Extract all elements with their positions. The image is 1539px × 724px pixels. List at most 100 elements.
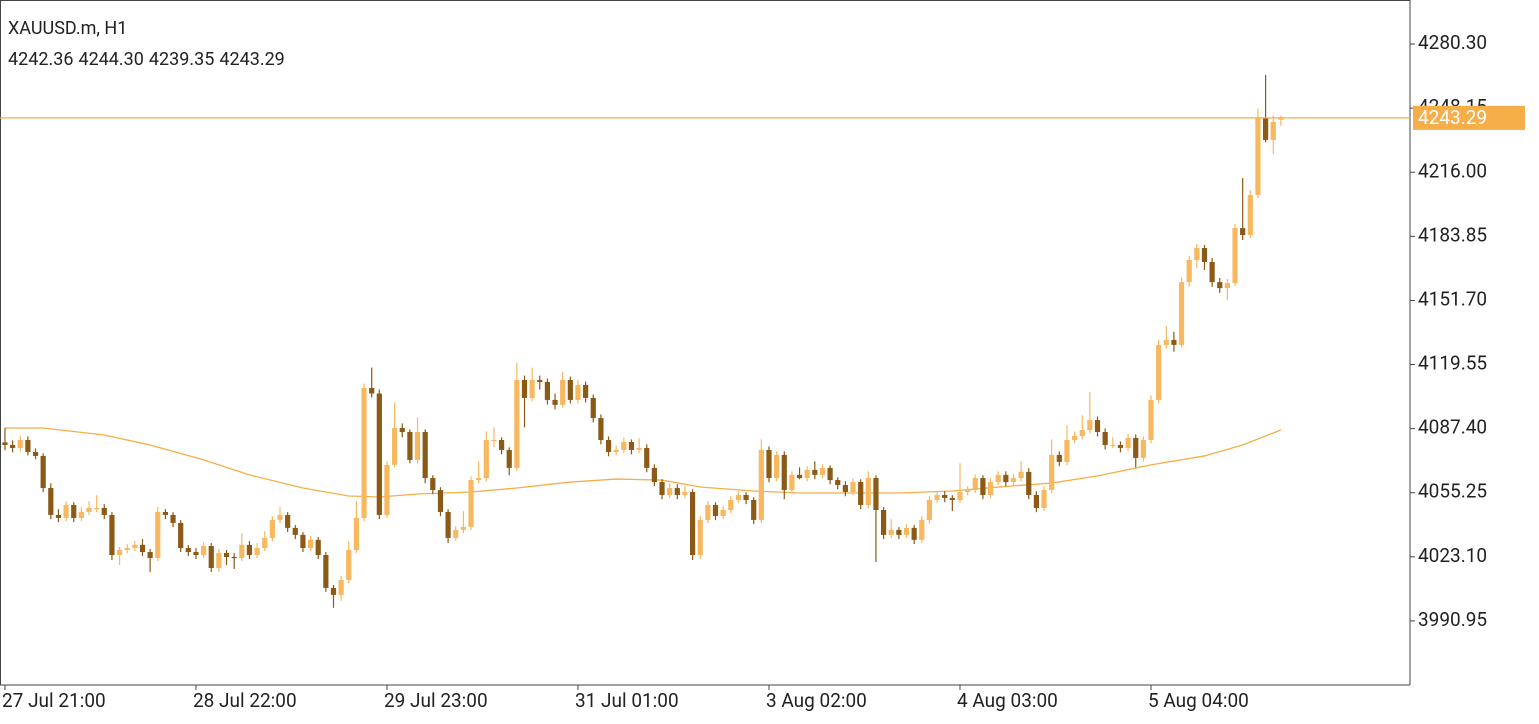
candle-body [957, 492, 963, 500]
candle-body [919, 519, 925, 540]
candle-body [1148, 399, 1154, 440]
candle-body [1224, 283, 1230, 289]
candle-body [873, 478, 879, 510]
ohlc-header-value: 4242.36 [8, 49, 73, 70]
candle-body [460, 526, 466, 530]
candle-body [468, 480, 474, 527]
candle-body [315, 539, 321, 556]
candle-body [208, 546, 214, 568]
candle-body [972, 478, 978, 491]
candle-body [346, 550, 352, 580]
candle-body [728, 499, 734, 510]
candle-body [842, 485, 848, 493]
candle-body [78, 511, 84, 518]
candle-body [1010, 478, 1017, 483]
candle-body [1056, 454, 1062, 462]
candle-body [1163, 339, 1169, 345]
candle-body [1071, 435, 1078, 440]
candle-body [10, 444, 16, 448]
candle-body [1079, 430, 1085, 436]
candle-body [789, 474, 795, 491]
x-tick-label: 28 Jul 22:00 [193, 689, 297, 712]
candle-body [735, 495, 742, 500]
candle-body [1194, 248, 1200, 260]
candle-body [1278, 117, 1284, 120]
candle-body [285, 514, 291, 528]
candle-body [942, 495, 948, 499]
ohlc-header-value: 4239.35 [149, 49, 214, 70]
candle-body [338, 579, 344, 595]
candle-body [223, 553, 230, 558]
candle-body [1087, 420, 1093, 431]
candle-body [514, 379, 520, 468]
x-tick-label: 29 Jul 23:00 [384, 689, 488, 712]
candle-body [399, 428, 405, 433]
candle-body [888, 529, 894, 535]
candle-body [453, 529, 459, 538]
candle-body [1240, 228, 1246, 236]
candle-body [116, 550, 123, 556]
candle-body [583, 384, 589, 398]
candle-body [980, 478, 986, 496]
candle-body [552, 399, 558, 405]
candle-body [506, 449, 512, 468]
candle-body [476, 478, 482, 481]
candle-body [330, 587, 337, 595]
candle-body [1178, 282, 1185, 345]
candle-body [911, 527, 917, 540]
candle-body [651, 467, 657, 483]
candle-body [430, 478, 436, 491]
candle-body [705, 504, 711, 520]
candle-body [414, 432, 421, 460]
candle-body [1255, 118, 1261, 195]
candle-body [659, 482, 665, 496]
candle-body [995, 474, 1001, 483]
candle-body [498, 439, 505, 450]
candle-body [560, 379, 566, 405]
x-tick-label: 31 Jul 01:00 [575, 689, 679, 712]
candle-body [1064, 439, 1070, 462]
candle-body [567, 379, 573, 400]
candle-body [254, 548, 260, 556]
candle-body [17, 439, 23, 448]
candle-body [1217, 282, 1223, 289]
ohlc-header-value: 4243.29 [219, 49, 284, 70]
candle-body [1094, 420, 1101, 433]
candle-body [25, 439, 31, 452]
candle-body [827, 467, 833, 481]
candle-body [896, 529, 902, 535]
candle-body [2, 442, 8, 445]
candle-body [1117, 444, 1124, 448]
candle-body [758, 449, 764, 520]
candle-body [712, 504, 719, 516]
candle-body [445, 511, 451, 538]
candle-body [689, 492, 696, 556]
candle-body [178, 522, 184, 549]
candle-body [926, 499, 933, 520]
candle-body [1156, 344, 1162, 400]
moving-average [4, 427, 1282, 498]
candle-body [32, 451, 39, 456]
candle-body [781, 454, 787, 491]
candle-body [94, 507, 100, 510]
candle-body [323, 555, 329, 588]
y-tick-label: 4055.25 [1418, 480, 1487, 503]
candle-body [231, 557, 237, 559]
candle-body [697, 519, 703, 556]
candle-body [300, 534, 306, 549]
candle-body [170, 514, 176, 523]
candle-body [437, 490, 444, 512]
candle-body [1003, 474, 1009, 483]
candle-body [422, 432, 428, 479]
candle-body [1133, 437, 1139, 458]
candle-body [1033, 495, 1039, 508]
candle-body [63, 504, 69, 518]
candle-body [674, 488, 680, 496]
candle-body [644, 447, 650, 468]
x-tick-label: 3 Aug 02:00 [766, 689, 867, 712]
candle-body [71, 504, 77, 518]
candle-body [628, 441, 635, 450]
candle-body [262, 537, 268, 549]
candle-body [277, 514, 283, 520]
